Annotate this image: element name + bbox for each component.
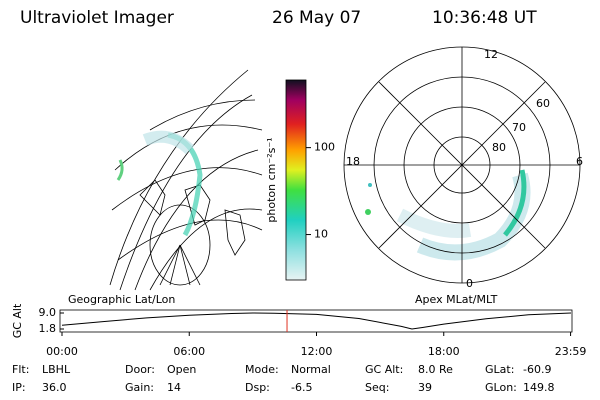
- instrument: Ultraviolet Imager: [20, 8, 174, 28]
- y-axis-label: GC Alt: [11, 303, 24, 338]
- geographic-map: [109, 69, 263, 291]
- field-label: GLat:: [485, 363, 514, 376]
- field-value: 8.0 Re: [418, 363, 453, 376]
- date: 26 May 07: [272, 8, 361, 28]
- x-tick-label: 12:00: [301, 345, 333, 358]
- altitude-plot-frame: [59, 309, 573, 333]
- mlt-label: 18: [346, 155, 360, 168]
- field-value: 39: [418, 381, 432, 394]
- time: 10:36:48 UT: [432, 8, 537, 28]
- y-tick-label: 1.8: [39, 322, 57, 335]
- mlt-label: 6: [576, 155, 583, 168]
- field-value: 14: [167, 381, 181, 394]
- mlt-label: 12: [484, 48, 498, 61]
- field-label: Dsp:: [245, 381, 270, 394]
- x-tick-label: 06:00: [173, 345, 205, 358]
- field-label: Flt:: [12, 363, 29, 376]
- x-tick-label: 18:00: [428, 345, 460, 358]
- field-label: Door:: [125, 363, 155, 376]
- panel-caption: Geographic Lat/Lon: [68, 293, 175, 306]
- colorbar-label: photon cm⁻²s⁻¹: [265, 137, 278, 222]
- colorbar: [285, 79, 307, 281]
- field-value: 149.8: [523, 381, 555, 394]
- field-label: GLon:: [485, 381, 517, 394]
- field-value: -60.9: [523, 363, 551, 376]
- x-tick-label: 00:00: [46, 345, 78, 358]
- field-value: -6.5: [291, 381, 312, 394]
- field-label: GC Alt:: [365, 363, 403, 376]
- field-label: Seq:: [365, 381, 389, 394]
- lat-label: 70: [512, 121, 526, 134]
- colorbar-tick-label: 10: [314, 228, 328, 241]
- panel-caption: Apex MLat/MLT: [415, 293, 498, 306]
- polar-map: [343, 46, 581, 284]
- lat-label: 80: [492, 141, 506, 154]
- lat-label: 60: [536, 97, 550, 110]
- colorbar-tick-label: 100: [314, 141, 335, 154]
- field-label: Gain:: [125, 381, 154, 394]
- mlt-label: 0: [466, 277, 473, 290]
- field-label: IP:: [12, 381, 26, 394]
- x-tick-label: 23:59: [555, 345, 587, 358]
- y-tick-label: 9.0: [39, 306, 57, 319]
- field-value: LBHL: [42, 363, 71, 376]
- field-value: 36.0: [42, 381, 67, 394]
- field-label: Mode:: [245, 363, 279, 376]
- field-value: Normal: [291, 363, 331, 376]
- altitude-line: [61, 312, 572, 330]
- field-value: Open: [167, 363, 196, 376]
